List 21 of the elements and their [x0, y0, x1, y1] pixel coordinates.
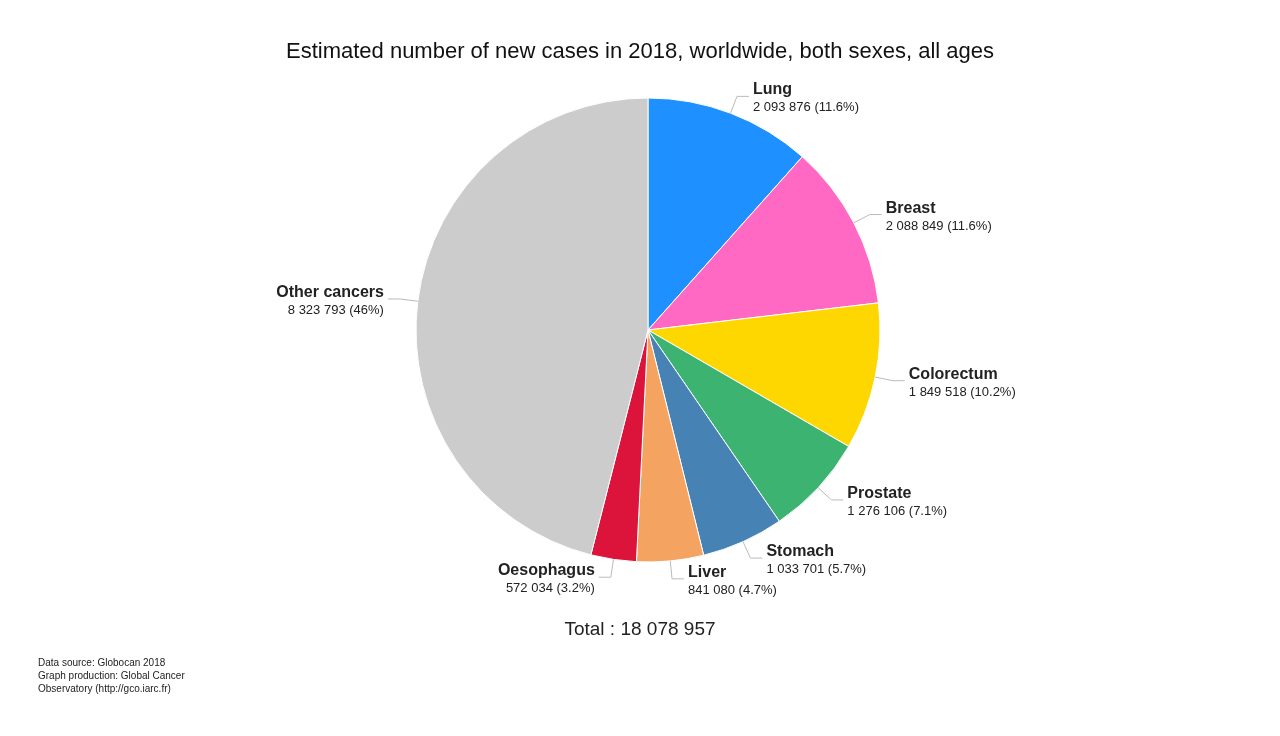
- data-label: 1 033 701 (5.7%): [766, 561, 867, 577]
- slice-label: Prostate: [847, 483, 912, 501]
- data-label: 1 849 518 (10.2%): [908, 383, 1016, 399]
- slice-label: Breast: [885, 198, 937, 216]
- data-label: 572 034 (3.2%): [505, 580, 595, 596]
- data-label: 8 323 793 (46%): [287, 301, 384, 317]
- slice-label: Colorectum: [908, 364, 998, 382]
- data-label: 2 088 849 (11.6%): [885, 217, 992, 233]
- data-label: 1 276 106 (7.1%): [847, 502, 948, 518]
- slice-label: Liver: [688, 562, 727, 580]
- slice-label: Oesophagus: [497, 561, 595, 579]
- slice-label: Lung: [752, 80, 793, 98]
- text: Total : 18 078 957: [563, 618, 717, 640]
- slice-label: Stomach: [766, 542, 834, 560]
- source-note: Data source: Globocan 2018: [38, 656, 167, 669]
- text: Graph production: Global Cancer: [38, 669, 185, 682]
- data-label: 2 093 876 (11.6%): [752, 99, 859, 115]
- data-label: 841 080 (4.7%): [688, 581, 777, 597]
- slice-label: Other cancers: [276, 282, 385, 300]
- text: Observatory (http://gco.iarc.fr): [38, 682, 172, 695]
- chart-title: Estimated number of new cases in 2018, worldwide, both sexes, all ages: [284, 38, 996, 64]
